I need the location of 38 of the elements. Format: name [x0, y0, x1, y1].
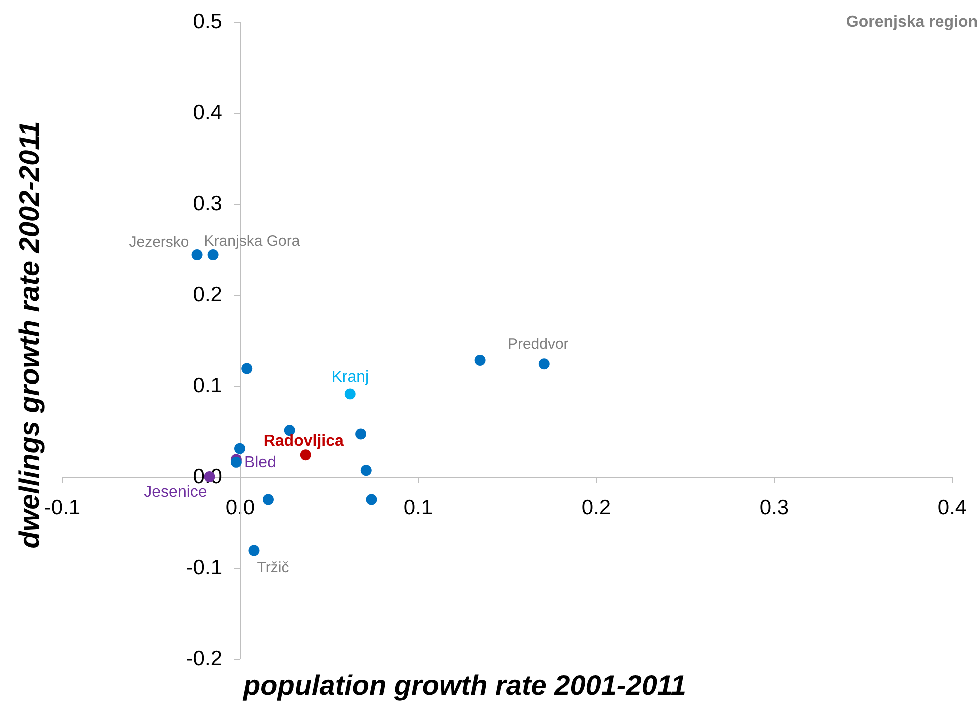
point — [366, 494, 378, 506]
point — [474, 355, 486, 366]
x-tick-label: -0.1 — [44, 496, 81, 520]
point — [356, 428, 367, 440]
annotation: Preddvor — [508, 336, 569, 354]
y-tick-label: 0.1 — [193, 374, 222, 398]
y-tick-label: -0.1 — [186, 556, 222, 580]
x-tick-label: 0.4 — [938, 496, 968, 520]
x-axis-title: population growth rate 2001-2011 — [242, 670, 686, 701]
point — [234, 443, 246, 454]
x-tick-label: 0.2 — [582, 496, 612, 520]
annotation: Kranjska Gora — [204, 232, 301, 250]
point — [538, 358, 550, 370]
point — [192, 249, 203, 260]
point — [263, 494, 274, 506]
y-tick-label: 0.5 — [193, 10, 222, 34]
x-tick-label: 0.1 — [404, 496, 434, 520]
series-label: Bled — [244, 454, 276, 472]
y-axis-title: dwellings growth rate 2002-2011 — [14, 121, 45, 549]
series-label: Jesenice — [144, 484, 208, 501]
point — [300, 450, 312, 461]
y-tick-label: 0.3 — [193, 192, 222, 216]
annotation: Jezersko — [129, 234, 190, 251]
point — [360, 465, 372, 476]
point — [230, 456, 242, 468]
point — [248, 545, 260, 556]
y-tick-label: -0.2 — [186, 648, 222, 670]
point — [208, 249, 219, 260]
x-tick-label: 0.3 — [760, 496, 790, 520]
y-tick-label: 0.2 — [193, 284, 222, 306]
y-tick-label: 0.4 — [193, 102, 223, 124]
annotation: Gorenjska region — [846, 14, 978, 31]
x-tick-label: 0.0 — [226, 496, 256, 520]
point — [344, 388, 356, 400]
series-label: Kranj — [332, 369, 370, 386]
annotation: Tržič — [257, 560, 290, 577]
series-label: Radovljica — [264, 433, 344, 450]
point — [242, 363, 253, 374]
